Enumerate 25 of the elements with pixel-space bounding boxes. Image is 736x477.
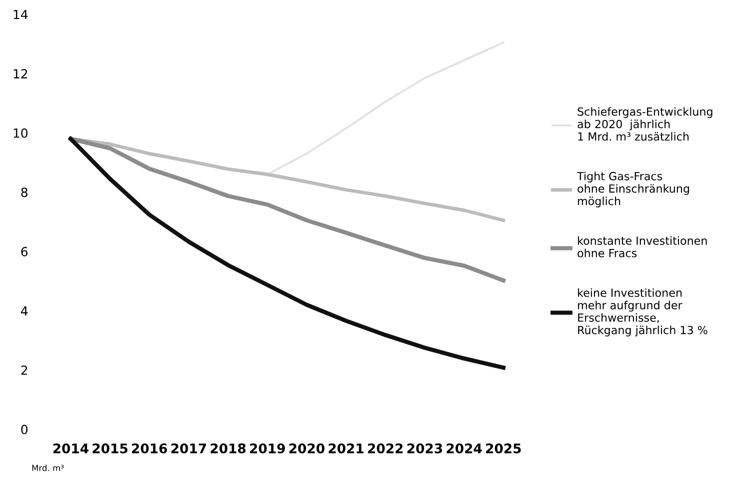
x-tick-label: 2017 (171, 443, 206, 454)
y-tick-label: 10 (14, 128, 28, 138)
y-tick-label: 6 (21, 246, 28, 256)
legend-label: keine Investitionen mehr aufgrund der Erschwernisse, Rückgang jährlich 13 % (578, 288, 708, 336)
x-tick-label: 2022 (368, 443, 403, 454)
x-tick-label: 2018 (210, 443, 246, 454)
x-tick-label: 2014 (53, 443, 88, 454)
x-tick-label: 2020 (289, 443, 324, 454)
x-tick-label: 2016 (132, 443, 168, 454)
y-tick-label: 14 (14, 10, 28, 20)
legend-label: Tight Gas-Fracs ohne Einschränkung möglich (576, 172, 689, 208)
x-tick-label: 2024 (446, 443, 482, 454)
y-tick-label: 2 (21, 365, 28, 375)
x-tick-label: 2019 (250, 443, 285, 454)
legend-label: konstante Investitionen ohne Fracs (578, 236, 707, 258)
y-tick-label: 12 (14, 69, 28, 78)
x-tick-label: 2021 (328, 443, 364, 454)
x-tick-label: 2015 (92, 443, 128, 454)
x-tick-label: 2025 (486, 443, 521, 454)
y-tick-label: 0 (21, 424, 28, 434)
y-tick-label: 8 (21, 188, 28, 198)
x-tick-label: 2023 (407, 443, 442, 454)
legend-label: Schiefergas-Entwicklung ab 2020 jährlich 1 Mrd. m³ zusätzlich (578, 107, 712, 141)
y-axis-title: Mrd. m³ (32, 464, 64, 472)
y-tick-label: 4 (20, 306, 28, 316)
